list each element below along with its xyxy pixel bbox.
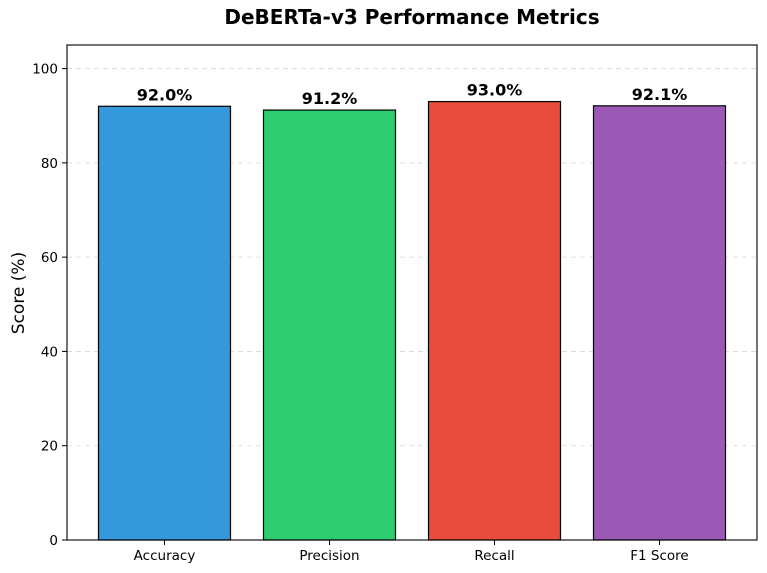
bars bbox=[97, 100, 727, 541]
bar bbox=[427, 100, 562, 541]
bar bbox=[262, 109, 397, 541]
x-tick-label: Accuracy bbox=[134, 548, 196, 564]
x-tick-label: F1 Score bbox=[630, 548, 688, 564]
y-tick-label: 20 bbox=[41, 439, 58, 455]
data-label: 93.0% bbox=[467, 81, 523, 100]
chart-title: DeBERTa-v3 Performance Metrics bbox=[224, 5, 599, 29]
data-labels: 92.0% 91.2% 93.0% 92.1% bbox=[137, 81, 688, 108]
data-label: 92.1% bbox=[632, 85, 688, 104]
y-tick-label: 80 bbox=[41, 156, 58, 172]
y-tick-label: 60 bbox=[41, 250, 58, 266]
y-tick-label: 40 bbox=[41, 344, 58, 360]
x-tick-label: Recall bbox=[474, 548, 514, 564]
y-tick-label: 100 bbox=[32, 62, 58, 78]
x-tick-label: Precision bbox=[299, 548, 359, 564]
bar bbox=[592, 105, 727, 541]
data-label: 92.0% bbox=[137, 85, 193, 104]
y-axis-label: Score (%) bbox=[9, 252, 29, 334]
plot-frame bbox=[66, 44, 758, 541]
bar bbox=[97, 105, 232, 541]
data-label: 91.2% bbox=[302, 89, 358, 108]
y-tick-label: 0 bbox=[49, 533, 58, 549]
axes: 0 20 40 60 80 100 Accuracy Precision Recall F1 Sc… bbox=[32, 44, 758, 564]
grid-lines bbox=[67, 68, 757, 447]
